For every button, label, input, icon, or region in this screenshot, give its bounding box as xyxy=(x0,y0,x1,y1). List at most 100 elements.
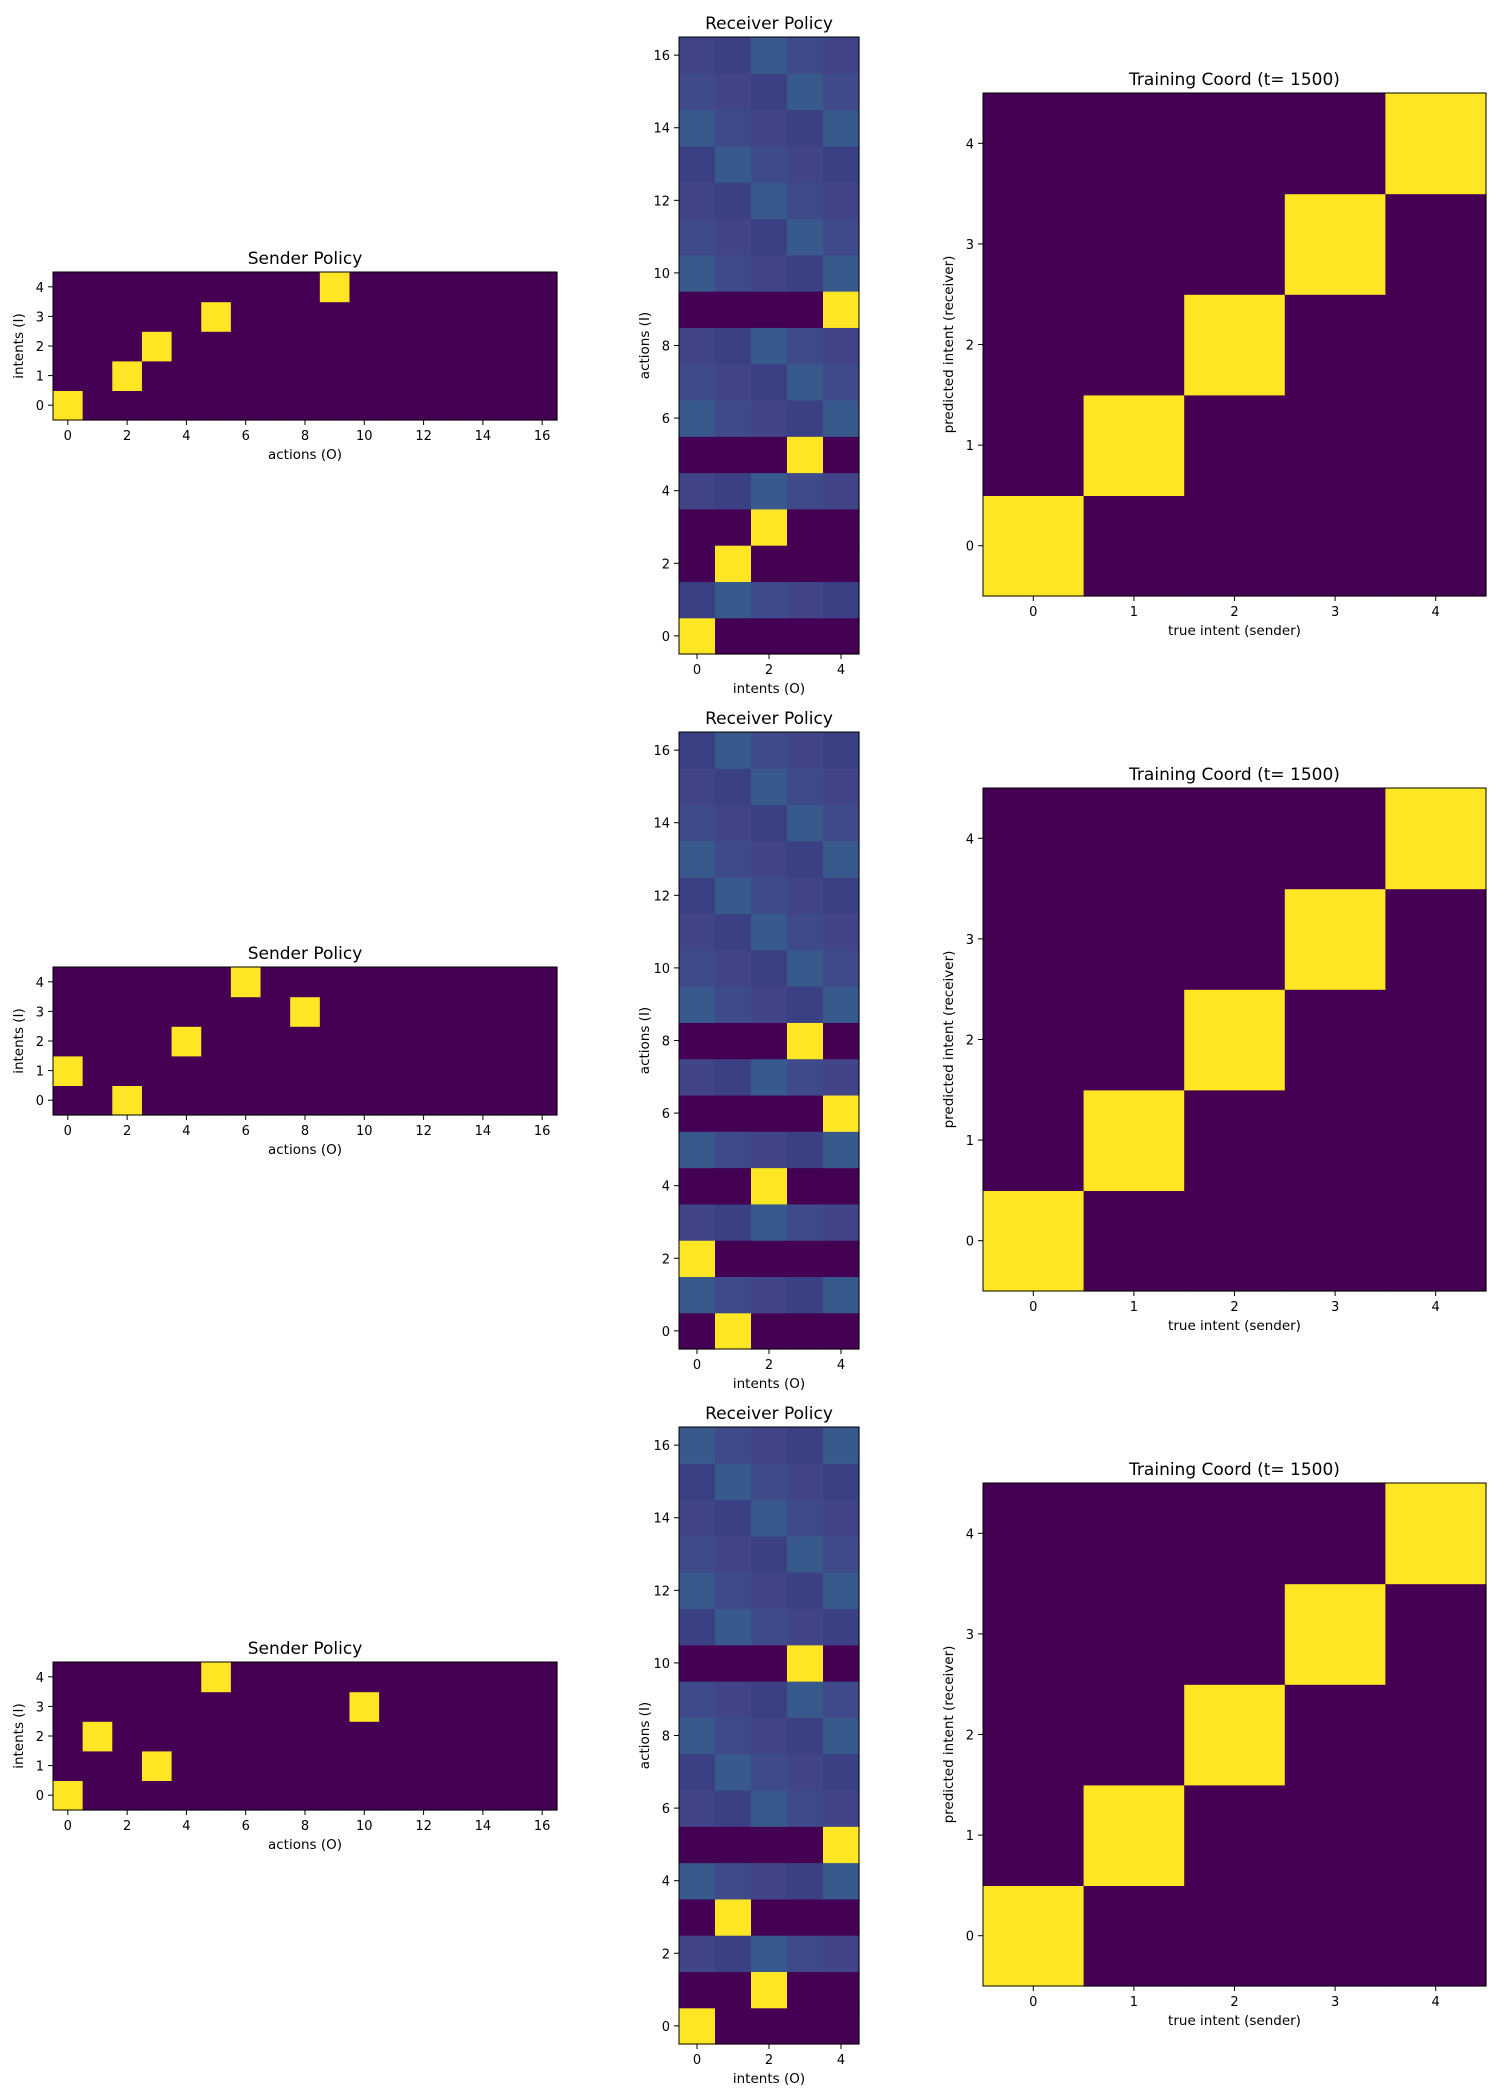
heatmap-cell xyxy=(497,1026,528,1057)
heatmap-cell xyxy=(497,1085,528,1116)
heatmap-peak-cell xyxy=(983,1190,1085,1292)
heatmap-cell xyxy=(751,581,788,619)
heatmap-cell xyxy=(751,1463,788,1501)
heatmap-cell xyxy=(112,1721,143,1752)
heatmap-cell xyxy=(787,2007,824,2045)
heatmap-cell xyxy=(715,37,752,74)
heatmap-cell xyxy=(823,1572,860,1610)
heatmap-cell xyxy=(379,1780,410,1811)
heatmap-cell xyxy=(679,804,716,842)
chart-title: Receiver Policy xyxy=(705,1404,833,1424)
x-tick-label: 4 xyxy=(837,663,845,678)
heatmap-cell xyxy=(787,804,824,842)
heatmap-cell xyxy=(408,1085,440,1116)
heatmap-cell xyxy=(171,967,202,998)
heatmap-cell xyxy=(1284,1885,1386,1987)
x-tick-label: 12 xyxy=(415,1819,432,1834)
heatmap-cell xyxy=(201,967,232,998)
heatmap-cell xyxy=(787,182,824,220)
heatmap-cell xyxy=(823,1276,860,1314)
heatmap-cell xyxy=(230,1026,262,1057)
chart-title: Training Coord (t= 1500) xyxy=(1128,1460,1340,1480)
heatmap-cell xyxy=(349,1026,380,1057)
heatmap-cell xyxy=(787,1058,824,1096)
heatmap-cell xyxy=(787,1427,824,1464)
heatmap-cell xyxy=(141,301,173,332)
y-axis-label: actions (I) xyxy=(637,312,653,379)
heatmap-cell xyxy=(715,1681,752,1718)
heatmap-cell xyxy=(1083,989,1185,1091)
y-tick-label: 16 xyxy=(653,1439,670,1454)
heatmap-cell xyxy=(1083,1684,1185,1786)
x-tick-label: 0 xyxy=(693,1358,701,1373)
heatmap-cell xyxy=(787,617,824,655)
heatmap-cell xyxy=(408,272,440,303)
heatmap-cell xyxy=(679,581,716,619)
heatmap-cell xyxy=(823,37,860,74)
heatmap-cell xyxy=(1284,1190,1386,1292)
heatmap-cell xyxy=(715,1131,752,1169)
heatmap-cell xyxy=(53,272,84,303)
heatmap-cell xyxy=(787,1535,824,1573)
heatmap-cell xyxy=(497,1055,528,1086)
heatmap-cell xyxy=(751,1935,788,1973)
y-tick-label: 6 xyxy=(662,1107,670,1122)
heatmap-cell xyxy=(290,272,321,303)
heatmap-cell xyxy=(408,1721,440,1752)
heatmap-cell xyxy=(171,1085,202,1116)
heatmap-cell xyxy=(787,1203,824,1241)
heatmap-cell xyxy=(751,1058,788,1096)
heatmap-cell xyxy=(201,1780,232,1811)
x-tick-label: 0 xyxy=(1029,605,1037,620)
heatmap-cell xyxy=(82,967,113,998)
x-axis-label: intents (O) xyxy=(733,2071,805,2087)
heatmap-cell xyxy=(787,1971,824,2009)
heatmap-peak-cell xyxy=(349,1691,380,1722)
heatmap-cell xyxy=(983,1784,1085,1886)
heatmap-cell xyxy=(290,1662,321,1693)
heatmap-cell xyxy=(787,840,824,878)
heatmap-cell xyxy=(319,1750,351,1781)
heatmap-cell xyxy=(787,732,824,769)
heatmap-cell xyxy=(787,145,824,183)
heatmap-cell xyxy=(171,272,202,303)
heatmap-cell xyxy=(260,1055,291,1086)
heatmap-cell xyxy=(527,360,558,391)
heatmap-cell xyxy=(715,840,752,878)
heatmap-cell xyxy=(679,37,716,74)
receiver-panel-1: 0 2 4 0 2 4 6 8 10 12 14 16 Receiver Policy intents (… xyxy=(637,14,860,697)
heatmap-cell xyxy=(715,1203,752,1241)
x-tick-label: 12 xyxy=(415,429,432,444)
heatmap-cell xyxy=(751,877,788,915)
heatmap-cell xyxy=(171,360,202,391)
heatmap-cell xyxy=(983,788,1085,890)
heatmap-cell xyxy=(468,390,499,421)
heatmap-cell xyxy=(1184,788,1286,890)
heatmap-cell xyxy=(497,331,528,362)
heatmap-cell xyxy=(260,1750,291,1781)
heatmap-cell xyxy=(497,1691,528,1722)
heatmap-cell xyxy=(787,768,824,806)
heatmap-cell xyxy=(715,1535,752,1573)
heatmap-cell xyxy=(823,768,860,806)
heatmap-cell xyxy=(468,996,499,1027)
heatmap-cell xyxy=(53,967,84,998)
y-tick-label: 2 xyxy=(662,1947,670,1962)
heatmap-peak-cell xyxy=(1385,788,1487,890)
heatmap-cell xyxy=(112,1691,143,1722)
heatmap-peak-cell xyxy=(679,617,716,655)
heatmap-cell xyxy=(82,1691,113,1722)
heatmap-cell xyxy=(787,949,824,987)
x-tick-label: 2 xyxy=(1230,1995,1238,2010)
x-tick-label: 4 xyxy=(182,429,190,444)
heatmap-cell xyxy=(349,390,380,421)
y-tick-label: 2 xyxy=(662,557,670,572)
heatmap-cell xyxy=(715,1608,752,1646)
heatmap-cell xyxy=(715,218,752,256)
heatmap-cell xyxy=(751,1681,788,1718)
heatmap-cell xyxy=(230,360,262,391)
y-tick-label: 4 xyxy=(662,1875,670,1890)
heatmap-peak-cell xyxy=(1385,1483,1487,1585)
heatmap-cell xyxy=(201,1721,232,1752)
